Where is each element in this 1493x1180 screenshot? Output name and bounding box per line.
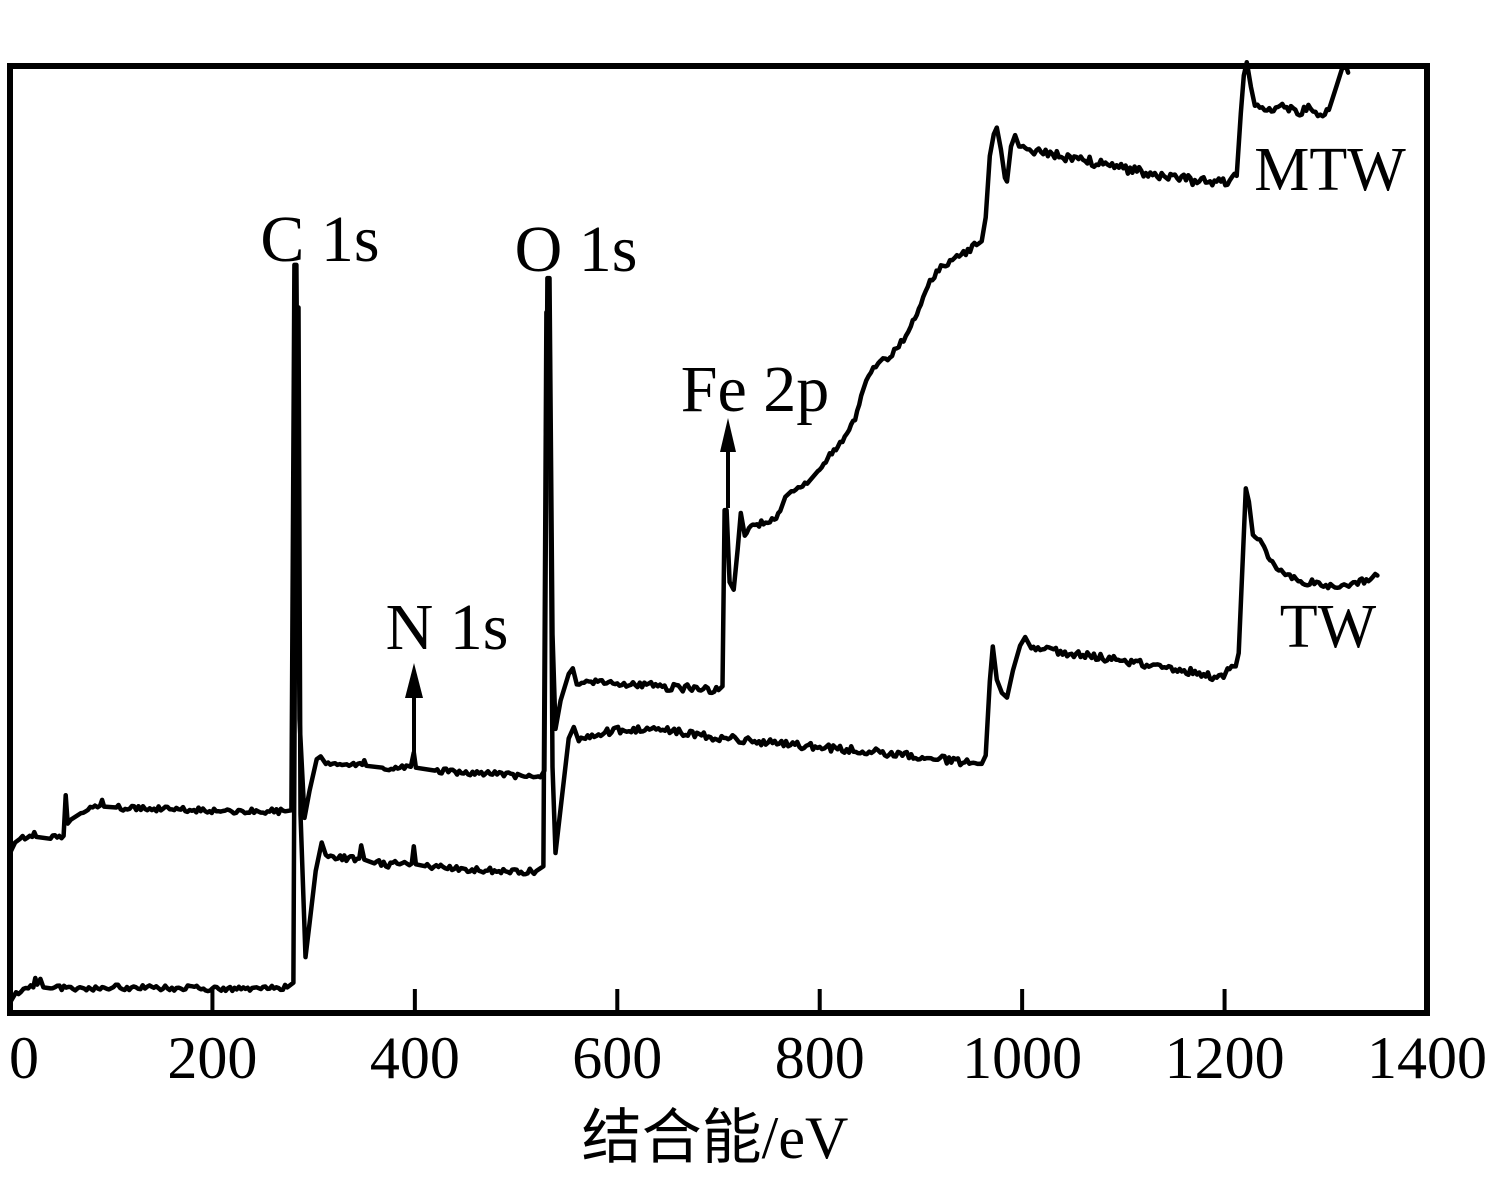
x-axis-title: 结合能/eV xyxy=(581,1105,849,1171)
spectrum-curve-tw xyxy=(7,305,1380,1005)
n1s-arrowhead-up-icon xyxy=(405,663,423,698)
curve-label-mtw: MTW xyxy=(1254,136,1406,204)
x-tick-label-600: 600 xyxy=(572,1025,663,1091)
spectrum-curve-mtw xyxy=(7,59,1351,856)
fe2p-arrowhead-up-icon xyxy=(720,418,736,452)
x-tick-label-1200: 1200 xyxy=(1164,1025,1285,1091)
curve-label-tw: TW xyxy=(1279,593,1377,661)
x-tick-label-200: 200 xyxy=(167,1025,258,1091)
x-tick-label-1000: 1000 xyxy=(962,1025,1083,1091)
x-tick-label-1400: 1400 xyxy=(1367,1025,1487,1091)
peak-label-fe2p: Fe 2p xyxy=(680,353,830,426)
x-tick-label-800: 800 xyxy=(774,1025,865,1091)
peak-label-c1s: C 1s xyxy=(260,203,380,276)
plot-border xyxy=(7,63,1430,1016)
x-tick-label-400: 400 xyxy=(369,1025,460,1091)
peak-label-n1s: N 1s xyxy=(385,591,509,664)
peak-label-o1s: O 1s xyxy=(514,213,638,286)
x-tick-label-0: 0 xyxy=(9,1025,39,1091)
